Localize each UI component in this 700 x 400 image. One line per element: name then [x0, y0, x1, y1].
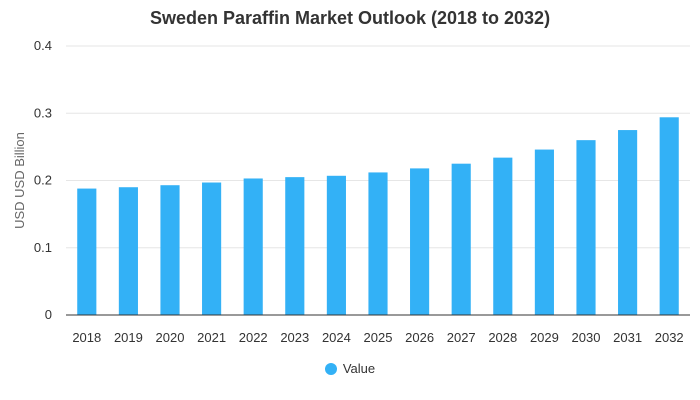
x-tick-label: 2023 — [280, 330, 309, 345]
x-tick-label: 2019 — [114, 330, 143, 345]
y-tick-label: 0.4 — [34, 38, 52, 53]
x-tick-label: 2026 — [405, 330, 434, 345]
y-tick-label: 0.2 — [34, 173, 52, 188]
x-tick-label: 2020 — [156, 330, 185, 345]
bar-2023[interactable] — [285, 177, 305, 315]
x-tick-label: 2022 — [239, 330, 268, 345]
bar-2020[interactable] — [160, 185, 180, 315]
x-tick-label: 2018 — [72, 330, 101, 345]
y-tick-label: 0 — [45, 307, 52, 322]
y-tick-label: 0.3 — [34, 105, 52, 120]
bar-2022[interactable] — [243, 178, 263, 315]
x-tick-label: 2024 — [322, 330, 351, 345]
bar-2024[interactable] — [326, 175, 346, 315]
legend-swatch-icon — [324, 362, 337, 375]
legend: Value — [0, 361, 700, 378]
bar-2018[interactable] — [77, 188, 97, 315]
bar-2032[interactable] — [659, 117, 679, 315]
bar-2019[interactable] — [118, 187, 138, 315]
x-tick-label: 2030 — [572, 330, 601, 345]
x-tick-label: 2021 — [197, 330, 226, 345]
bar-2031[interactable] — [618, 130, 638, 315]
x-tick-label: 2028 — [488, 330, 517, 345]
x-tick-label: 2027 — [447, 330, 476, 345]
y-axis-title: USD USD Billion — [12, 132, 27, 229]
bar-2021[interactable] — [202, 182, 222, 315]
chart-title: Sweden Paraffin Market Outlook (2018 to … — [149, 8, 551, 28]
bar-2028[interactable] — [493, 157, 513, 315]
bars — [77, 117, 679, 315]
x-tick-label: 2025 — [364, 330, 393, 345]
bar-2027[interactable] — [451, 163, 471, 315]
bar-2026[interactable] — [410, 168, 430, 315]
bar-2030[interactable] — [576, 140, 596, 315]
y-tick-label: 0.1 — [34, 240, 52, 255]
x-tick-label: 2029 — [530, 330, 559, 345]
y-tick-labels: 0 0.1 0.2 0.3 0.4 — [34, 38, 52, 322]
x-tick-label: 2032 — [655, 330, 684, 345]
bar-2029[interactable] — [534, 149, 554, 315]
x-tick-labels: 2018 2019 2020 2021 2022 2023 2024 2025 2026 2027… — [72, 330, 683, 345]
legend-label: Value — [342, 361, 376, 376]
bar-2025[interactable] — [368, 172, 388, 315]
x-tick-label: 2031 — [613, 330, 642, 345]
legend-item-value[interactable]: Value — [324, 361, 376, 376]
